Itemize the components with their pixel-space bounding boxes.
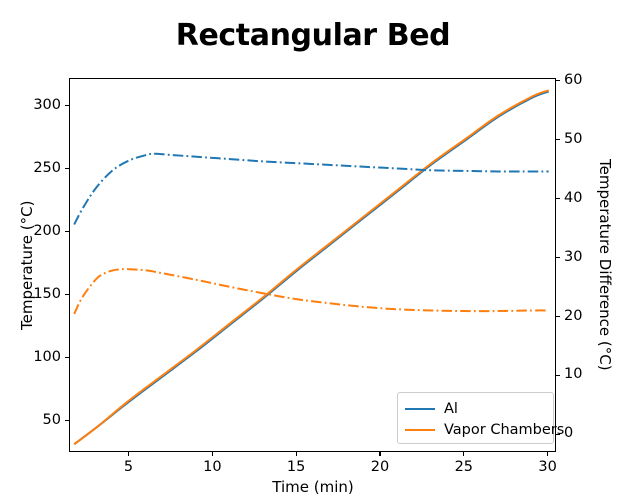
legend-swatch-al xyxy=(405,407,435,410)
y-tick-label-left-150: 150 xyxy=(33,285,61,302)
y-tick-right-50 xyxy=(556,139,560,141)
legend-item-vapor-chambers[interactable]: Vapor Chambers xyxy=(405,419,564,440)
y-tick-left-100 xyxy=(65,357,69,359)
y-tick-label-left-100: 100 xyxy=(33,348,61,365)
y-axis-right-label: Temperature Difference (°C) xyxy=(596,159,614,371)
x-tick-30 xyxy=(547,452,549,456)
legend-label-al: Al xyxy=(444,400,458,417)
legend-label-vapor-chambers: Vapor Chambers xyxy=(444,421,565,438)
x-tick-label-5: 5 xyxy=(123,459,134,475)
y-tick-left-150 xyxy=(65,294,69,296)
y-tick-label-right-20: 20 xyxy=(564,307,583,324)
y-tick-label-right-40: 40 xyxy=(564,189,583,206)
y-tick-label-left-200: 200 xyxy=(33,222,61,239)
x-tick-label-20: 20 xyxy=(370,459,390,475)
x-tick-label-25: 25 xyxy=(454,459,474,475)
y-tick-left-300 xyxy=(65,105,69,107)
y-tick-label-left-50: 50 xyxy=(42,411,61,428)
legend: Al Vapor Chambers xyxy=(397,392,564,444)
y-tick-left-200 xyxy=(65,231,69,233)
series-line-vapor-chambers xyxy=(73,89,549,445)
series-canvas xyxy=(73,89,549,445)
y-tick-right-60 xyxy=(556,80,560,82)
x-tick-25 xyxy=(463,452,465,456)
y-axis-left-label: Temperature (°C) xyxy=(18,200,36,330)
x-axis-label: Time (min) xyxy=(272,478,354,496)
y-tick-label-right-10: 10 xyxy=(564,366,583,383)
y-tick-label-right-60: 60 xyxy=(564,71,583,88)
y-tick-label-left-250: 250 xyxy=(33,159,61,176)
x-tick-10 xyxy=(211,452,213,456)
y-tick-right-30 xyxy=(556,257,560,259)
legend-swatch-vapor-chambers xyxy=(405,428,435,431)
x-tick-15 xyxy=(295,452,297,456)
series-line-vapor-chambers-t xyxy=(73,268,549,315)
y-tick-right-10 xyxy=(556,374,560,376)
series-line-al-t xyxy=(73,152,549,225)
x-tick-20 xyxy=(379,452,381,456)
plot-area xyxy=(69,78,556,452)
x-tick-5 xyxy=(127,452,130,456)
y-tick-label-right-30: 30 xyxy=(564,248,583,265)
x-tick-label-30: 30 xyxy=(538,459,557,475)
y-tick-label-right-0: 0 xyxy=(564,425,574,442)
y-tick-left-250 xyxy=(65,168,69,170)
y-tick-right-40 xyxy=(556,198,560,200)
page-title: Rectangular Bed xyxy=(175,18,451,53)
x-tick-label-10: 10 xyxy=(203,459,222,475)
x-tick-label-15: 15 xyxy=(286,459,306,475)
y-tick-right-0 xyxy=(556,433,560,435)
y-tick-label-right-50: 50 xyxy=(564,130,583,147)
legend-item-al[interactable]: Al xyxy=(405,398,545,419)
y-tick-left-50 xyxy=(65,419,69,422)
y-tick-right-20 xyxy=(556,315,560,318)
y-tick-label-left-300: 300 xyxy=(33,96,61,113)
